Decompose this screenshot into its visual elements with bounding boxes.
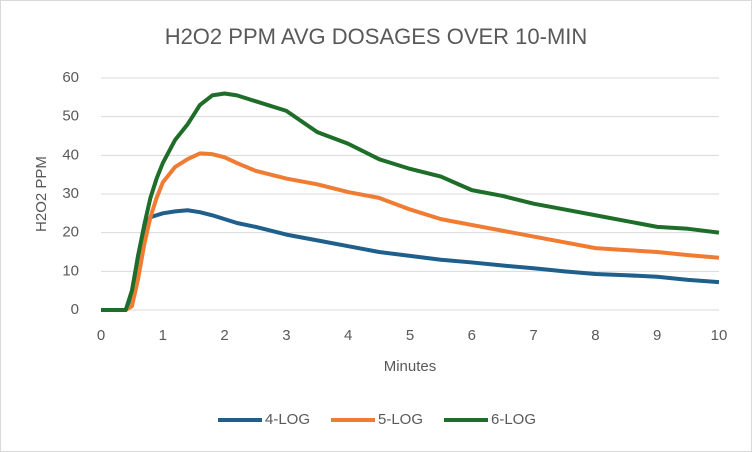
x-tick-label: 8 (591, 327, 599, 344)
x-tick-label: 1 (159, 327, 167, 344)
legend-label: 6-LOG (491, 411, 536, 428)
y-tick-label: 30 (62, 185, 79, 202)
x-tick-label: 6 (468, 327, 476, 344)
y-tick-label: 0 (71, 301, 79, 318)
x-tick-label: 9 (653, 327, 661, 344)
legend-label: 5-LOG (378, 411, 423, 428)
x-tick-label: 2 (220, 327, 228, 344)
x-tick-label: 4 (344, 327, 352, 344)
y-tick-label: 20 (62, 224, 79, 241)
y-tick-label: 40 (62, 146, 79, 163)
x-tick-label: 7 (529, 327, 537, 344)
series-line (101, 151, 720, 312)
y-tick-label: 60 (62, 69, 79, 86)
x-tick-label: 3 (282, 327, 290, 344)
x-tick-label: 10 (711, 327, 728, 344)
legend-label: 4-LOG (265, 411, 310, 428)
series-line (101, 91, 720, 312)
x-tick-label: 5 (406, 327, 414, 344)
y-tick-label: 50 (62, 108, 79, 125)
x-axis-label: Minutes (384, 358, 437, 375)
y-axis-label: H2O2 PPM (33, 156, 50, 232)
x-tick-label: 0 (97, 327, 105, 344)
y-tick-label: 10 (62, 262, 79, 279)
chart-title: H2O2 PPM AVG DOSAGES OVER 10-MIN (165, 24, 588, 49)
